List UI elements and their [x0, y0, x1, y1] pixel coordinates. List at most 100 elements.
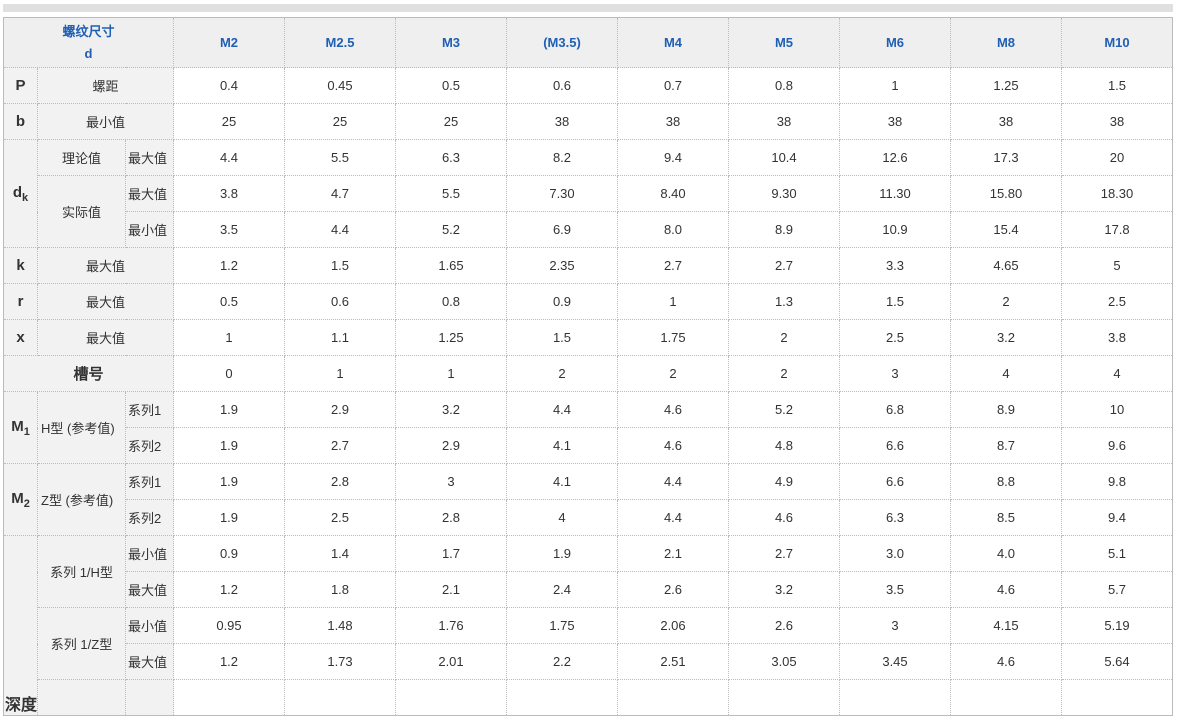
label-cell: 系列2: [125, 427, 174, 464]
value-cell: 3.05: [728, 643, 840, 680]
symbol-cell: M2: [3, 463, 38, 536]
min-label: 最小值: [128, 223, 168, 238]
value-cell: 1.5: [1061, 67, 1173, 104]
value-cell: 10: [1061, 391, 1173, 428]
row-M1-s1: M1 H型 (参考值) 系列1 1.9 2.9 3.2 4.4 4.6 5.2 6.8 8.9 10: [3, 391, 1173, 464]
value-cell: 1.7: [395, 535, 507, 572]
value-cell: [284, 679, 396, 716]
size-header: M5: [728, 17, 840, 68]
value-cell: 8.40: [617, 175, 729, 212]
label-cell: 系列2: [125, 499, 174, 536]
value-cell: 4.15: [950, 607, 1062, 644]
label-cell: 螺距: [37, 67, 174, 104]
label-cell: 最大值: [125, 139, 174, 176]
row-M2-s2: 系列2 1.9 2.5 2.8 4 4.4 4.6 6.3 8.5 9.4: [4, 499, 1173, 536]
value-cell: 0: [173, 355, 285, 392]
label-cell: [37, 679, 126, 716]
value-cell: 1.1: [284, 319, 396, 356]
symbol-cell: x: [3, 319, 38, 356]
row-k: k 最大值 1.2 1.5 1.65 2.35 2.7 2.7 3.3 4.65 5: [3, 247, 1173, 284]
row-label: 最小值: [85, 115, 125, 130]
value-cell: [617, 679, 729, 716]
value-cell: 1.8: [284, 571, 396, 608]
value-cell: 1: [395, 355, 507, 392]
value-cell: 3.45: [839, 643, 951, 680]
value-cell: 4.6: [617, 391, 729, 428]
symbol: M: [11, 417, 24, 435]
symbol: d: [12, 183, 23, 201]
value-cell: 2.7: [284, 427, 396, 464]
label-cell: 最大值: [125, 571, 174, 608]
value-cell: 4: [950, 355, 1062, 392]
value-cell: 1.9: [173, 499, 285, 536]
value-cell: 2.9: [284, 391, 396, 428]
row-depth-h-max: 最大值 1.2 1.8 2.1 2.4 2.6 3.2 3.5 4.6 5.7: [4, 571, 1173, 608]
row-x: x 最大值 1 1.1 1.25 1.5 1.75 2 2.5 3.2 3.8: [3, 319, 1173, 356]
value-cell: 4.4: [506, 391, 618, 428]
value-cell: 4.4: [617, 463, 729, 500]
row-label: 螺距: [92, 79, 119, 94]
value-cell: 6.9: [506, 211, 618, 248]
value-cell: 3.2: [950, 319, 1062, 356]
value-cell: 2.35: [506, 247, 618, 284]
value-cell: 25: [395, 103, 507, 140]
size-header: M10: [1061, 17, 1173, 68]
series-label: 系列2: [128, 511, 162, 526]
subscript: 2: [23, 497, 30, 510]
value-cell: 4.6: [617, 427, 729, 464]
value-cell: 2.1: [395, 571, 507, 608]
value-cell: 2.51: [617, 643, 729, 680]
value-cell: 38: [839, 103, 951, 140]
value-cell: 2.7: [728, 535, 840, 572]
label-cell: 最小值: [125, 607, 174, 644]
value-cell: 2.5: [1061, 283, 1173, 320]
label-cell: 最小值: [125, 535, 174, 572]
value-cell: 20: [1061, 139, 1173, 176]
row-b: b 最小值 25 25 25 38 38 38 38 38 38: [3, 103, 1173, 140]
value-cell: 12.6: [839, 139, 951, 176]
size-header: M2: [173, 17, 285, 68]
value-cell: 25: [284, 103, 396, 140]
value-cell: 0.4: [173, 67, 285, 104]
value-cell: [173, 679, 285, 716]
value-cell: 1.9: [173, 463, 285, 500]
value-cell: 0.45: [284, 67, 396, 104]
value-cell: 1.25: [395, 319, 507, 356]
value-cell: 2.5: [284, 499, 396, 536]
value-cell: 8.9: [728, 211, 840, 248]
value-cell: 18.30: [1061, 175, 1173, 212]
value-cell: 4.9: [728, 463, 840, 500]
series-label: 系列1: [128, 403, 162, 418]
value-cell: [839, 679, 951, 716]
value-cell: 1.5: [284, 247, 396, 284]
value-cell: 8.5: [950, 499, 1062, 536]
value-cell: 25: [173, 103, 285, 140]
value-cell: 11.30: [839, 175, 951, 212]
symbol: P: [15, 77, 26, 94]
value-cell: 1: [839, 67, 951, 104]
value-cell: 4.65: [950, 247, 1062, 284]
value-cell: 5.7: [1061, 571, 1173, 608]
value-cell: 4.1: [506, 427, 618, 464]
value-cell: 3.0: [839, 535, 951, 572]
value-cell: 5.1: [1061, 535, 1173, 572]
label-cell: [125, 679, 174, 716]
value-cell: 2.2: [506, 643, 618, 680]
header-label: 螺纹尺寸: [62, 23, 115, 39]
value-cell: 6.6: [839, 463, 951, 500]
symbol-cell: P: [3, 67, 38, 104]
value-cell: 2.7: [617, 247, 729, 284]
size-header: M6: [839, 17, 951, 68]
value-cell: 6.6: [839, 427, 951, 464]
subscript: 1: [23, 425, 30, 438]
value-cell: 8.8: [950, 463, 1062, 500]
symbol-cell: b: [3, 103, 38, 140]
size-header: (M3.5): [506, 17, 618, 68]
value-cell: 10.9: [839, 211, 951, 248]
value-cell: [1061, 679, 1173, 716]
value-cell: 1: [284, 355, 396, 392]
value-cell: 9.6: [1061, 427, 1173, 464]
value-cell: 1.2: [173, 643, 285, 680]
value-cell: 2.06: [617, 607, 729, 644]
value-cell: 17.8: [1061, 211, 1173, 248]
